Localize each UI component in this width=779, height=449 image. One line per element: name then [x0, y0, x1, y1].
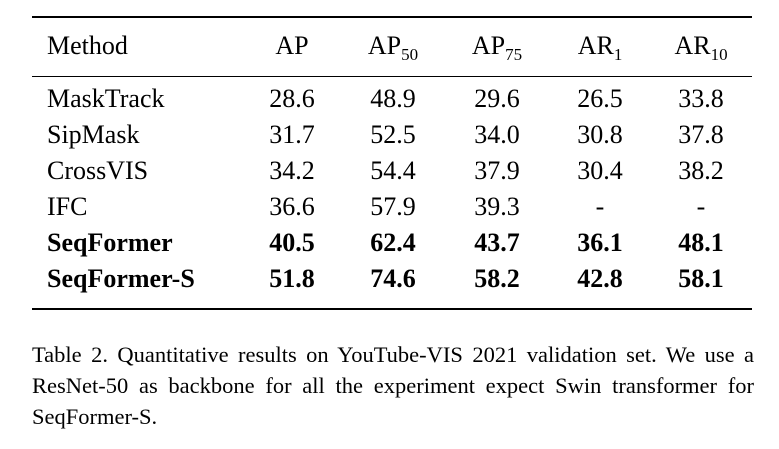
cell-ap: 31.7: [269, 120, 315, 149]
cell-ar10: 38.2: [678, 156, 724, 185]
header-method: Method: [47, 31, 128, 60]
cell-ap: 51.8: [269, 264, 315, 293]
table-caption: Table 2. Quantitative results on YouTube…: [32, 342, 754, 429]
cell-ap: 40.5: [269, 228, 315, 257]
cell-ap: 28.6: [269, 84, 315, 113]
cell-ap50: 48.9: [370, 84, 416, 113]
row-method: SeqFormer: [47, 228, 173, 257]
table-header-rule: [32, 76, 752, 77]
cell-ap: 36.6: [269, 192, 315, 221]
cell-ar10: 48.1: [678, 228, 724, 257]
cell-ap75: 34.0: [474, 120, 520, 149]
cell-ar10: -: [696, 192, 706, 221]
cell-ap50: 52.5: [370, 120, 416, 149]
table-top-rule: [32, 16, 752, 18]
row-method: SipMask: [47, 120, 140, 149]
cell-ap75: 29.6: [474, 84, 520, 113]
table-bottom-rule: [32, 308, 752, 310]
header-ar10: AR10: [674, 31, 728, 64]
cell-ap50: 62.4: [370, 228, 416, 257]
header-ar1: AR1: [577, 31, 623, 64]
cell-ar10: 58.1: [678, 264, 724, 293]
cell-ap50: 54.4: [370, 156, 416, 185]
cell-ap75: 39.3: [474, 192, 520, 221]
cell-ap50: 74.6: [370, 264, 416, 293]
header-ap50: AP50: [367, 31, 419, 64]
cell-ar1: 26.5: [577, 84, 623, 113]
row-method: IFC: [47, 192, 88, 221]
cell-ar1: 30.8: [577, 120, 623, 149]
cell-ar10: 33.8: [678, 84, 724, 113]
header-ap: AP: [275, 31, 309, 60]
cell-ap: 34.2: [269, 156, 315, 185]
cell-ap50: 57.9: [370, 192, 416, 221]
cell-ar1: 36.1: [577, 228, 623, 257]
cell-ar1: 42.8: [577, 264, 623, 293]
cell-ar1: 30.4: [577, 156, 623, 185]
header-ap75: AP75: [471, 31, 523, 64]
cell-ap75: 43.7: [474, 228, 520, 257]
row-method: MaskTrack: [47, 84, 165, 113]
cell-ap75: 37.9: [474, 156, 520, 185]
cell-ar10: 37.8: [678, 120, 724, 149]
row-method: SeqFormer-S: [47, 264, 195, 293]
cell-ap75: 58.2: [474, 264, 520, 293]
row-method: CrossVIS: [47, 156, 149, 185]
cell-ar1: -: [595, 192, 605, 221]
